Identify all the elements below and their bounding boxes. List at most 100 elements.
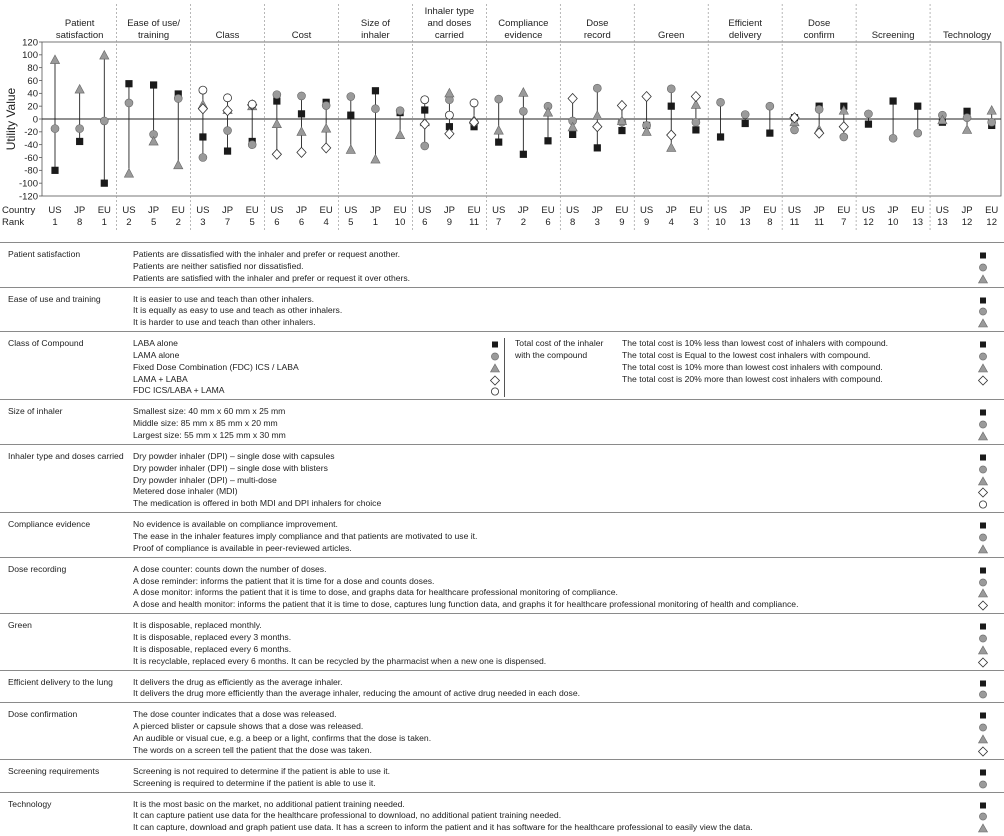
- rank-label: 13: [740, 217, 751, 228]
- square-marker: [150, 81, 158, 89]
- rank-label: 10: [888, 217, 899, 228]
- circle-marker-icon: [979, 690, 987, 699]
- level-text: Fixed Dose Combination (FDC) ICS / LABA: [133, 361, 299, 372]
- country-label: EU: [763, 205, 776, 216]
- square-marker: [667, 102, 675, 110]
- square-marker: [889, 97, 897, 105]
- square-marker: [174, 90, 182, 98]
- triangle-marker: [74, 83, 85, 94]
- square-marker: [716, 133, 725, 141]
- diamond-marker-icon: [977, 600, 989, 611]
- open-circle-marker: [420, 95, 430, 105]
- square-marker: [371, 87, 380, 95]
- triangle-marker: [173, 159, 184, 170]
- rank-label: 6: [545, 217, 550, 228]
- country-label: US: [418, 205, 431, 216]
- open-circle-marker: [444, 110, 454, 120]
- country-label: JP: [888, 205, 899, 216]
- attribute-label: Size of inhaler: [8, 406, 63, 417]
- level-list: Patients are dissatisfied with the inhal…: [133, 249, 410, 284]
- legend-row: Efficient delivery to the lung It deliver…: [0, 669, 1004, 703]
- rank-label: 10: [715, 217, 726, 228]
- circle-marker: [519, 107, 528, 116]
- square-marker: [199, 133, 207, 141]
- country-label: JP: [148, 205, 159, 216]
- utility-value-chart: -120-100 -80 -60 -40 -20 020 40 60 80 100 120 Utili…: [2, 4, 1002, 232]
- triangle-marker-icon: [977, 363, 989, 373]
- triangle-marker: [986, 105, 997, 115]
- country-label: JP: [740, 205, 751, 216]
- square-marker: [741, 119, 749, 128]
- triangle-marker-icon: [977, 475, 989, 485]
- rank-label: 4: [324, 217, 329, 228]
- country-label: EU: [615, 205, 628, 216]
- country-label: US: [788, 205, 801, 216]
- square-marker-icon: [980, 712, 986, 719]
- group-title: and doses: [427, 18, 471, 29]
- group-title: Dose: [586, 18, 608, 29]
- legend-row: Size of inhaler Smallest size: 40 mm x 60…: [0, 399, 1004, 444]
- country-label: US: [122, 205, 135, 216]
- rank-label: 6: [299, 217, 304, 228]
- y-tick-label: 0: [33, 114, 38, 125]
- attribute-label: Dose recording: [8, 563, 67, 574]
- level-text: It delivers the drug as efficiently as t…: [133, 676, 343, 687]
- circle-marker: [346, 92, 356, 101]
- level-text: It is disposable, replaced every 3 month…: [133, 631, 292, 642]
- circle-marker: [75, 124, 84, 133]
- triangle-marker: [542, 106, 554, 117]
- circle-marker: [913, 128, 923, 138]
- triangle-marker: [690, 99, 702, 109]
- level-text: Patients are satisfied with the inhaler …: [133, 272, 411, 283]
- square-marker-icon: [980, 567, 986, 574]
- triangle-marker: [444, 87, 455, 98]
- rank-label: 12: [962, 217, 973, 228]
- circle-marker: [839, 132, 849, 142]
- level-list: It delivers the drug as efficiently as t…: [133, 677, 580, 701]
- rank-label: 7: [225, 217, 230, 228]
- rank-label: 8: [767, 217, 772, 228]
- square-marker-icon: [980, 454, 986, 461]
- square-marker-icon: [980, 341, 986, 348]
- level-text: A pierced blister or capsule shows that …: [133, 721, 364, 732]
- level-text: Middle size: 85 mm x 85 mm x 20 mm: [133, 418, 278, 429]
- level-text: The medication is offered in both MDI an…: [133, 498, 382, 509]
- y-tick-label: 40: [27, 89, 38, 100]
- group-title: record: [584, 30, 611, 41]
- attribute-label: Green: [8, 620, 32, 631]
- attribute-label: Class of Compound: [8, 338, 84, 349]
- attribute-label: Technology: [8, 798, 52, 809]
- triangle-marker-icon: [489, 363, 501, 373]
- rank-label: 12: [863, 217, 874, 228]
- rank-label: 5: [250, 217, 255, 228]
- square-marker: [223, 147, 232, 155]
- companion-attribute-label: Total cost of the inhaler with the compo…: [515, 338, 604, 360]
- triangle-marker: [961, 124, 973, 134]
- country-label: US: [344, 205, 357, 216]
- square-marker: [100, 179, 108, 187]
- country-label: US: [566, 205, 579, 216]
- country-label: EU: [837, 205, 850, 216]
- circle-marker: [297, 91, 306, 101]
- diamond-marker: [419, 118, 430, 130]
- triangle-marker: [271, 118, 282, 129]
- y-tick-label: 120: [22, 37, 38, 48]
- group-title: confirm: [804, 30, 835, 41]
- level-list: Smallest size: 40 mm x 60 mm x 25 mm Midd…: [133, 406, 286, 441]
- triangle-marker: [296, 126, 307, 136]
- triangle-marker-icon: [977, 823, 989, 833]
- level-text: Largest size: 55 mm x 125 mm x 30 mm: [133, 429, 286, 440]
- legend-row: Inhaler type and doses carried Dry powder…: [0, 443, 1004, 512]
- circle-marker-icon: [979, 812, 987, 821]
- country-label: JP: [74, 205, 85, 216]
- triangle-marker: [567, 121, 578, 132]
- square-marker: [495, 138, 503, 146]
- circle-marker: [592, 83, 602, 93]
- country-label: EU: [689, 205, 702, 216]
- rank-label: 2: [521, 217, 526, 228]
- square-marker-icon: [980, 769, 986, 776]
- group-title: training: [138, 30, 169, 41]
- diamond-marker: [222, 105, 233, 117]
- level-text: Patients are neither satisfied nor dissa…: [133, 260, 304, 271]
- triangle-marker: [123, 167, 135, 178]
